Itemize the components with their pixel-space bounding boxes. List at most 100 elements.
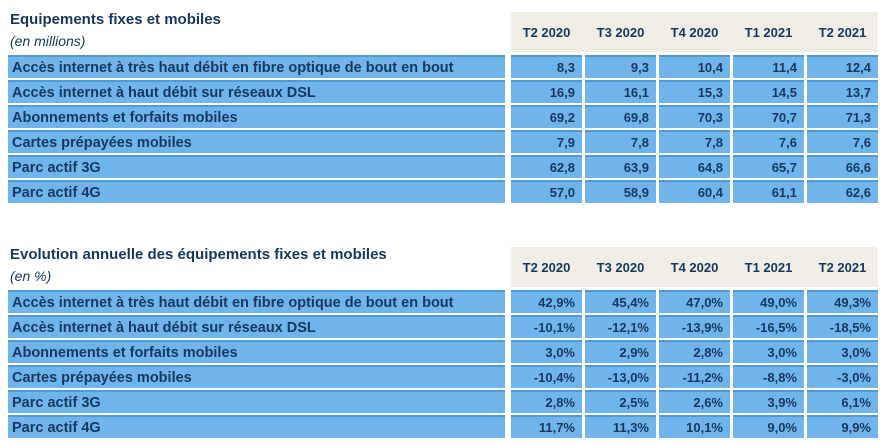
cell-value: 2,6% <box>659 390 730 413</box>
cell-value: 65,7 <box>733 155 804 178</box>
cell-value: 69,2 <box>511 105 582 128</box>
table-row: Accès internet à haut débit sur réseaux … <box>8 80 882 103</box>
column-headers: T2 2020 T3 2020 T4 2020 T1 2021 T2 2021 <box>511 12 878 52</box>
cell-value: -12,1% <box>585 315 656 338</box>
table-equipements: Equipements fixes et mobiles (en million… <box>8 10 882 203</box>
table-subtitle: (en millions) <box>10 33 86 49</box>
cell-value: 70,7 <box>733 105 804 128</box>
cell-value: 45,4% <box>585 290 656 313</box>
row-label: Abonnements et forfaits mobiles <box>8 340 505 363</box>
table-row: Parc actif 3G 62,8 63,9 64,8 65,7 66,6 <box>8 155 882 178</box>
cell-value: 7,8 <box>659 130 730 153</box>
column-header: T4 2020 <box>670 259 719 275</box>
cell-value: -18,5% <box>807 315 878 338</box>
column-header: T2 2020 <box>522 24 571 40</box>
row-label: Parc actif 4G <box>8 415 505 438</box>
cell-value: 2,8% <box>511 390 582 413</box>
cell-value: 61,1 <box>733 180 804 203</box>
cell-value: 9,0% <box>733 415 804 438</box>
table-row: Cartes prépayées mobiles -10,4% -13,0% -… <box>8 365 882 388</box>
table-title-block: Evolution annuelle des équipements fixes… <box>8 245 505 287</box>
row-label: Cartes prépayées mobiles <box>8 130 505 153</box>
cell-value: -8,8% <box>733 365 804 388</box>
row-label: Accès internet à haut débit sur réseaux … <box>8 80 505 103</box>
cell-value: 69,8 <box>585 105 656 128</box>
row-label: Accès internet à haut débit sur réseaux … <box>8 315 505 338</box>
column-headers: T2 2020 T3 2020 T4 2020 T1 2021 T2 2021 <box>511 247 878 287</box>
cell-value: 10,4 <box>659 55 730 78</box>
cell-value: 7,8 <box>585 130 656 153</box>
column-header: T1 2021 <box>744 24 793 40</box>
table-row: Accès internet à haut débit sur réseaux … <box>8 315 882 338</box>
cell-value: 9,9% <box>807 415 878 438</box>
table-row: Accès internet à très haut débit en fibr… <box>8 290 882 313</box>
cell-value: 13,7 <box>807 80 878 103</box>
column-header: T1 2021 <box>744 259 793 275</box>
cell-value: 64,8 <box>659 155 730 178</box>
cell-value: 11,4 <box>733 55 804 78</box>
cell-value: 11,7% <box>511 415 582 438</box>
row-label: Accès internet à très haut débit en fibr… <box>8 290 505 313</box>
cell-value: -10,4% <box>511 365 582 388</box>
table-title: Equipements fixes et mobiles <box>10 11 221 28</box>
table-row: Abonnements et forfaits mobiles 3,0% 2,9… <box>8 340 882 363</box>
cell-value: -13,9% <box>659 315 730 338</box>
cell-value: 2,9% <box>585 340 656 363</box>
cell-value: 7,9 <box>511 130 582 153</box>
cell-value: 63,9 <box>585 155 656 178</box>
cell-value: 11,3% <box>585 415 656 438</box>
cell-value: 12,4 <box>807 55 878 78</box>
cell-value: 58,9 <box>585 180 656 203</box>
cell-value: -11,2% <box>659 365 730 388</box>
cell-value: -13,0% <box>585 365 656 388</box>
row-label: Parc actif 3G <box>8 390 505 413</box>
cell-value: 70,3 <box>659 105 730 128</box>
cell-value: 7,6 <box>807 130 878 153</box>
cell-value: -16,5% <box>733 315 804 338</box>
table-title-block: Equipements fixes et mobiles (en million… <box>8 10 505 52</box>
cell-value: 66,6 <box>807 155 878 178</box>
column-header: T2 2020 <box>522 259 571 275</box>
cell-value: 14,5 <box>733 80 804 103</box>
column-header: T3 2020 <box>596 259 645 275</box>
cell-value: 57,0 <box>511 180 582 203</box>
table-row: Cartes prépayées mobiles 7,9 7,8 7,8 7,6… <box>8 130 882 153</box>
cell-value: -10,1% <box>511 315 582 338</box>
cell-value: 42,9% <box>511 290 582 313</box>
column-header: T2 2021 <box>818 24 867 40</box>
row-label: Parc actif 4G <box>8 180 505 203</box>
row-label: Abonnements et forfaits mobiles <box>8 105 505 128</box>
cell-value: 62,6 <box>807 180 878 203</box>
cell-value: 6,1% <box>807 390 878 413</box>
table-row: Parc actif 4G 57,0 58,9 60,4 61,1 62,6 <box>8 180 882 203</box>
table-row: Parc actif 3G 2,8% 2,5% 2,6% 3,9% 6,1% <box>8 390 882 413</box>
cell-value: 7,6 <box>733 130 804 153</box>
table-evolution-annuelle: Evolution annuelle des équipements fixes… <box>8 245 882 438</box>
cell-value: 2,5% <box>585 390 656 413</box>
cell-value: 16,1 <box>585 80 656 103</box>
table-row: Abonnements et forfaits mobiles 69,2 69,… <box>8 105 882 128</box>
cell-value: 16,9 <box>511 80 582 103</box>
table-subtitle: (en %) <box>10 268 52 284</box>
column-header: T3 2020 <box>596 24 645 40</box>
cell-value: 3,0% <box>807 340 878 363</box>
table-title: Evolution annuelle des équipements fixes… <box>10 246 387 263</box>
cell-value: 47,0% <box>659 290 730 313</box>
cell-value: 62,8 <box>511 155 582 178</box>
cell-value: 49,3% <box>807 290 878 313</box>
cell-value: 2,8% <box>659 340 730 363</box>
cell-value: 9,3 <box>585 55 656 78</box>
cell-value: 3,0% <box>511 340 582 363</box>
row-label: Parc actif 3G <box>8 155 505 178</box>
cell-value: 15,3 <box>659 80 730 103</box>
row-label: Accès internet à très haut débit en fibr… <box>8 55 505 78</box>
cell-value: 3,9% <box>733 390 804 413</box>
table-row: Accès internet à très haut débit en fibr… <box>8 55 882 78</box>
cell-value: -3,0% <box>807 365 878 388</box>
row-label: Cartes prépayées mobiles <box>8 365 505 388</box>
table-row: Parc actif 4G 11,7% 11,3% 10,1% 9,0% 9,9… <box>8 415 882 438</box>
table-header-row: Equipements fixes et mobiles (en million… <box>8 10 882 52</box>
column-header: T2 2021 <box>818 259 867 275</box>
cell-value: 71,3 <box>807 105 878 128</box>
